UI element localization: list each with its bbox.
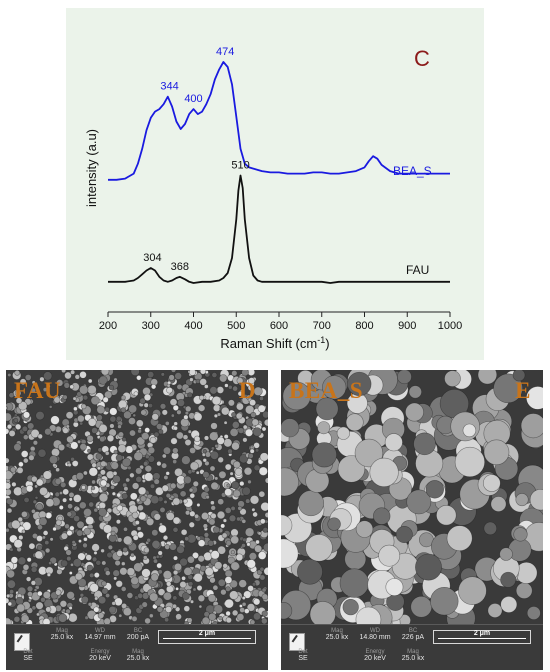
x-tick-label: 500 — [227, 320, 245, 332]
peak-label: 510 — [231, 160, 249, 172]
peak-label: 368 — [171, 261, 189, 273]
panel-label-d: D — [238, 378, 256, 403]
mag-label: Mag — [331, 628, 343, 634]
energy-label: Energy — [365, 649, 385, 655]
peak-label: 344 — [160, 81, 178, 93]
bc-value: 200 pA — [126, 634, 150, 641]
x-tick-label: 300 — [142, 320, 160, 332]
det-label: Det — [298, 649, 308, 655]
wd-value: 14.97 mm — [84, 634, 116, 641]
x-tick-label: 400 — [184, 320, 202, 332]
raman-chart: 200 300 400 500 600 700 800 900 1000 BEA_S FAU 344 4… — [84, 46, 462, 351]
wd-label: WD — [370, 628, 380, 634]
sem-edit-icon — [289, 633, 305, 651]
energy-value: 20 keV — [364, 655, 386, 662]
mag2-label: Mag — [407, 649, 419, 655]
det-value: SE — [298, 655, 308, 662]
x-tick-label: 900 — [398, 320, 416, 332]
y-axis-label: intensity (a.u) — [84, 129, 99, 207]
sem-label-bea: BEA_S — [289, 378, 364, 403]
bc-label: BC — [408, 628, 418, 634]
det-value: SE — [23, 655, 33, 662]
series-line-fau — [108, 174, 450, 284]
wd-value: 14.80 mm — [359, 634, 391, 641]
wd-label: WD — [95, 628, 105, 634]
peak-label: 474 — [216, 46, 234, 58]
energy-label: Energy — [90, 649, 110, 655]
bc-label: BC — [133, 628, 143, 634]
x-tick-label: 700 — [313, 320, 331, 332]
x-axis-label: Raman Shift (cm-1) — [220, 335, 329, 351]
sem-micrograph-bea — [281, 370, 543, 624]
series-label-fau: FAU — [406, 263, 429, 277]
mag2-label: Mag — [132, 649, 144, 655]
energy-value: 20 keV — [89, 655, 111, 662]
x-tick-label: 200 — [99, 320, 117, 332]
sem-edit-icon — [14, 633, 30, 651]
x-tick-label: 600 — [270, 320, 288, 332]
series-label-bea-s: BEA_S — [393, 164, 432, 178]
scale-bar-label: 2 μm — [473, 630, 491, 637]
x-tick-label: 1000 — [438, 320, 462, 332]
panel-label-c: C — [414, 46, 430, 71]
peak-label: 304 — [143, 252, 161, 264]
sem-micrograph-fau — [6, 370, 268, 624]
mag-label: Mag — [56, 628, 68, 634]
panel-label-e: E — [515, 378, 531, 403]
det-label: Det — [23, 649, 33, 655]
scale-bar: 2 μm — [158, 630, 256, 644]
mag-value: 25.0 kx — [325, 634, 349, 641]
mag2-value: 25.0 kx — [126, 655, 150, 662]
peak-label: 400 — [184, 93, 202, 105]
series-line-bea-s — [108, 61, 450, 181]
raman-chart-panel: 200 300 400 500 600 700 800 900 1000 BEA_S FAU 344 4… — [66, 8, 484, 360]
mag2-value: 25.0 kx — [401, 655, 425, 662]
sem-info-bar: Mag 25.0 kx WD 14.97 mm BC 200 pA Det SE… — [6, 624, 268, 670]
x-tick-label: 800 — [355, 320, 373, 332]
sem-image-panel-bea: BEA_S E Mag 25.0 kx WD 14.80 mm BC 226 p… — [281, 370, 543, 670]
bc-value: 226 pA — [401, 634, 425, 641]
scale-bar-label: 2 μm — [198, 630, 216, 637]
scale-bar: 2 μm — [433, 630, 531, 644]
sem-info-bar: Mag 25.0 kx WD 14.80 mm BC 226 pA Det SE… — [281, 624, 543, 670]
sem-label-fau: FAU — [14, 378, 62, 403]
mag-value: 25.0 kx — [50, 634, 74, 641]
sem-image-panel-fau: FAU D Mag 25.0 kx WD 14.97 mm BC 200 pA … — [6, 370, 268, 670]
